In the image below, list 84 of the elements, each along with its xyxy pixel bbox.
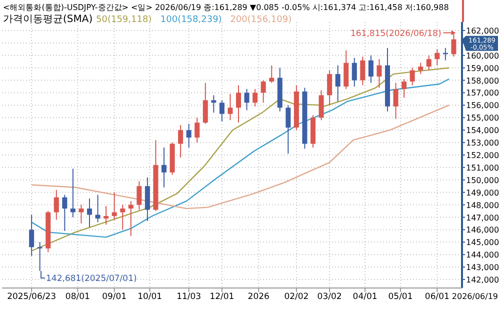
candlestick: [104, 206, 109, 226]
candlestick: [252, 88, 258, 107]
candlestick: [144, 176, 150, 222]
annotation: 161,815(2026/06/18): [350, 28, 442, 39]
candlestick: [37, 242, 42, 272]
y-tick-label: 152,000: [466, 151, 500, 160]
x-tick-label: 06/01: [424, 292, 450, 302]
candlestick: [112, 192, 117, 220]
y-tick-label: 148,000: [466, 200, 500, 210]
candlestick: [418, 62, 424, 75]
y-tick-label: 145,000: [466, 238, 500, 248]
candlestick: [136, 180, 142, 210]
candlestick: [260, 80, 266, 104]
candlestick: [219, 100, 224, 122]
candlestick: [286, 104, 291, 154]
y-tick-label: 157,000: [466, 88, 500, 98]
text: 100(158,239): [160, 15, 222, 25]
candlestick: [70, 168, 76, 218]
y-tick-label: 146,000: [466, 226, 500, 235]
candlestick: [393, 82, 398, 120]
candlestick: [162, 147, 167, 188]
candlestick: [178, 124, 184, 158]
y-tick-label: 144,000: [466, 250, 500, 260]
candlestick: [376, 58, 382, 88]
x-tick-label: 2025/06/23: [7, 292, 56, 302]
y-tick-label: 147,000: [466, 213, 500, 222]
candlestick: [62, 194, 68, 232]
y-tick-label: 151,000: [466, 163, 500, 172]
x-tick-label: 04/01: [352, 292, 378, 302]
candlestick: [352, 57, 357, 88]
x-tick-label: 05/01: [388, 292, 413, 302]
candlestick: [402, 78, 407, 98]
x-tick-label: 02/02: [284, 292, 309, 302]
x-tick-label: 12/01: [210, 292, 234, 302]
candlestick: [451, 32, 456, 58]
y-tick-label: 154,000: [466, 126, 500, 136]
candlestick: [244, 88, 250, 111]
y-tick-label: 149,000: [466, 188, 500, 198]
y-tick-label: 155,000: [466, 114, 500, 123]
candlestick: [360, 56, 366, 86]
candlestick: [78, 204, 84, 224]
y-tick-label: 150,000: [466, 176, 500, 185]
candlestick: [318, 90, 324, 121]
x-tick-label: 09/01: [102, 292, 127, 302]
x-tick-label: 2026: [248, 292, 270, 302]
candlestick: [186, 123, 192, 148]
candlestick: [87, 198, 92, 228]
candlestick: [269, 64, 274, 84]
candlestick: [194, 117, 200, 144]
text: 50(159,118): [96, 15, 152, 25]
candlestick: [327, 70, 332, 106]
y-tick-label: 160,000: [466, 51, 500, 60]
line-series: [30, 104, 450, 210]
candlestick: [426, 54, 432, 71]
y-tick-label: 162,000: [466, 26, 500, 36]
y-tick-label: 142,000: [466, 276, 500, 285]
text: 2026/06/19: [452, 292, 498, 301]
x-tick-label: 11/03: [176, 292, 202, 302]
chart-subtitle: 가격이동평균(SMA): [3, 14, 93, 25]
y-tick-label: 158,000: [466, 76, 500, 86]
candlestick: [54, 189, 59, 220]
candlestick: [368, 54, 374, 84]
annotation: 142,681(2025/07/01): [46, 274, 137, 284]
x-tick-label: 10/01: [138, 292, 162, 302]
candlestick: [410, 67, 415, 86]
candlestick: [120, 204, 126, 230]
candlestick: [29, 214, 34, 256]
candlestick: [211, 94, 216, 114]
candlestick: [434, 48, 440, 66]
candlestick: [335, 64, 340, 102]
y-tick-label: 159,000: [466, 64, 500, 73]
chart-title: <해외통화(통합)-USDJPY-중간값> <일> 2026/06/19 종:161,289 ▼0.085 -0.05% 시:161,374 고:161,458 저:160,988: [3, 3, 449, 12]
x-tick-label: 08/01: [65, 292, 90, 302]
candlestick: [228, 93, 233, 121]
text: 200(156,109): [230, 15, 292, 25]
candlestick: [202, 82, 208, 124]
y-tick-label: 143,000: [466, 263, 500, 272]
y-tick-label: 156,000: [466, 101, 500, 110]
x-tick-label: 03/02: [317, 292, 342, 302]
y-tick-label: 153,000: [466, 138, 500, 148]
candlestick: [95, 194, 100, 223]
candlestick: [128, 200, 134, 236]
candlestick: [236, 84, 242, 124]
candlestick: [344, 50, 349, 90]
